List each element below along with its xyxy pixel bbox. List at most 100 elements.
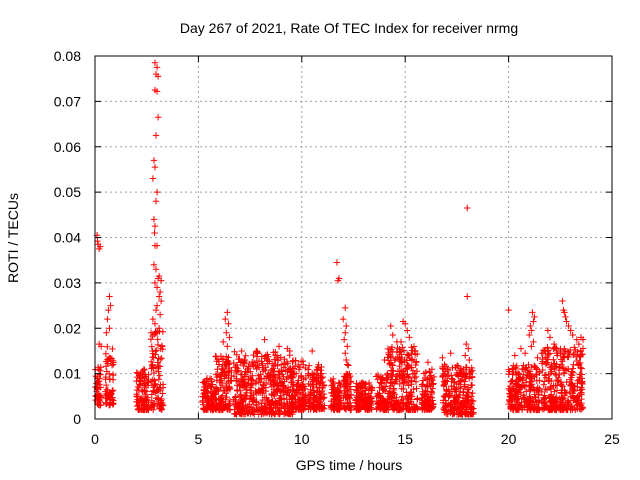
data-point <box>509 377 516 384</box>
data-point <box>255 372 262 379</box>
data-point <box>579 336 587 343</box>
data-point <box>140 366 148 373</box>
data-point <box>296 402 304 410</box>
data-point <box>578 375 586 382</box>
data-point <box>232 401 239 408</box>
data-point <box>388 361 396 369</box>
data-point <box>151 320 159 327</box>
data-point <box>106 396 114 403</box>
data-point <box>357 391 364 399</box>
data-point <box>96 402 104 409</box>
data-point <box>420 370 428 377</box>
data-point <box>429 377 436 384</box>
data-point <box>200 386 208 393</box>
data-point <box>418 399 426 406</box>
data-point <box>353 389 361 396</box>
data-point <box>109 387 116 395</box>
data-point <box>528 363 536 371</box>
data-point <box>564 365 572 373</box>
data-point <box>270 379 277 386</box>
x-tick-label: 20 <box>501 431 517 447</box>
data-point <box>222 315 229 323</box>
data-point <box>511 396 518 403</box>
data-point <box>514 395 521 403</box>
data-point <box>279 371 286 378</box>
data-point <box>538 350 545 357</box>
data-point <box>563 404 570 412</box>
data-point <box>391 379 398 387</box>
data-point <box>560 352 568 360</box>
data-point <box>577 364 584 371</box>
data-point <box>419 390 427 398</box>
x-tick-label: 25 <box>604 431 620 447</box>
data-point <box>393 348 400 356</box>
data-point <box>399 400 406 407</box>
data-point <box>562 389 569 396</box>
data-point <box>159 328 167 335</box>
data-point <box>402 320 409 327</box>
data-point <box>356 380 364 387</box>
data-point <box>328 382 335 389</box>
data-point <box>333 400 340 408</box>
data-point <box>458 400 466 407</box>
data-point <box>340 389 348 397</box>
data-point <box>455 402 463 410</box>
data-point <box>384 370 391 377</box>
data-point <box>154 359 161 366</box>
data-point <box>236 392 244 400</box>
data-point <box>528 343 535 350</box>
data-point <box>276 397 283 404</box>
data-point <box>530 318 537 325</box>
data-point <box>224 309 231 316</box>
data-point <box>440 381 447 389</box>
data-point <box>557 347 564 355</box>
data-point <box>546 350 554 357</box>
data-point <box>340 336 348 343</box>
data-point <box>565 322 572 330</box>
data-point <box>388 344 396 351</box>
x-tick-label: 15 <box>397 431 413 447</box>
data-point <box>567 382 574 390</box>
data-point <box>544 327 552 334</box>
data-point <box>387 382 394 390</box>
data-point <box>429 381 437 388</box>
data-point <box>306 400 314 407</box>
data-point <box>302 364 309 372</box>
chart-title: Day 267 of 2021, Rate Of TEC Index for r… <box>180 20 518 36</box>
data-point <box>261 404 269 412</box>
data-point <box>267 402 274 409</box>
data-point <box>142 374 150 382</box>
data-point <box>387 322 394 330</box>
data-point <box>148 343 155 350</box>
data-point <box>511 352 519 359</box>
data-point <box>560 306 567 314</box>
data-point <box>269 397 276 405</box>
data-point <box>236 399 244 407</box>
data-point <box>343 387 350 394</box>
data-point <box>305 362 313 369</box>
data-point <box>147 358 155 365</box>
data-point <box>317 392 324 400</box>
data-point <box>257 400 265 407</box>
data-point <box>260 382 267 389</box>
data-point <box>218 365 225 372</box>
data-point <box>395 399 402 406</box>
data-point <box>505 366 512 373</box>
data-point <box>563 318 570 325</box>
data-point <box>267 372 274 379</box>
data-point <box>232 363 240 371</box>
data-point <box>223 359 230 366</box>
data-point <box>335 405 343 412</box>
data-point <box>574 377 582 384</box>
data-point <box>151 59 159 67</box>
data-point <box>223 369 231 376</box>
data-point <box>543 359 551 366</box>
data-point <box>535 398 543 405</box>
data-point <box>373 373 380 380</box>
data-point <box>550 356 557 363</box>
data-point <box>461 381 468 388</box>
data-point <box>234 382 241 389</box>
data-point <box>365 406 373 413</box>
data-point <box>531 393 539 401</box>
data-point <box>155 362 162 370</box>
